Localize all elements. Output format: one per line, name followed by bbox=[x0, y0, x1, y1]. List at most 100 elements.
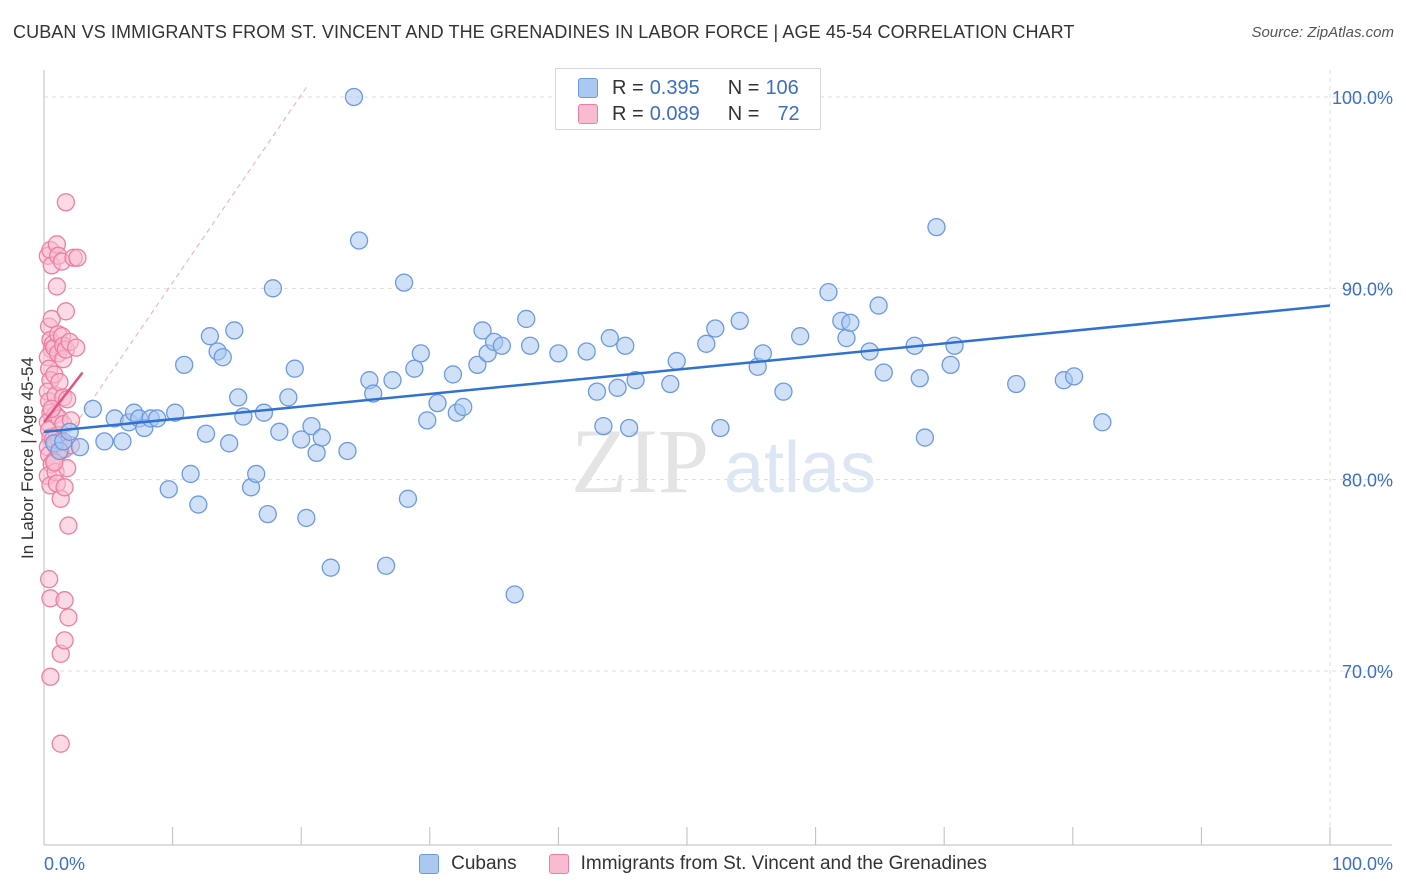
point-st-vincent bbox=[55, 591, 74, 610]
point-cubans bbox=[344, 87, 364, 107]
legend-swatch-blue bbox=[419, 854, 440, 874]
point-cubans bbox=[297, 508, 316, 528]
point-cubans bbox=[270, 422, 289, 441]
point-cubans bbox=[83, 399, 103, 419]
y-tick-label: 70.0% bbox=[1342, 662, 1393, 682]
point-cubans bbox=[411, 344, 430, 363]
point-cubans bbox=[791, 327, 810, 346]
source-label: Source: ZipAtlas.com bbox=[1251, 24, 1394, 41]
point-st-vincent bbox=[56, 302, 76, 321]
point-cubans bbox=[661, 374, 680, 394]
point-cubans bbox=[505, 585, 524, 604]
point-st-vincent bbox=[39, 570, 59, 589]
point-st-vincent bbox=[42, 309, 61, 329]
gridlines bbox=[44, 70, 1392, 845]
point-cubans bbox=[616, 336, 635, 355]
stats-legend: R = 0.395 N = 106 R = 0.089 N = 72 bbox=[555, 68, 821, 130]
point-cubans bbox=[594, 416, 613, 436]
point-cubans bbox=[837, 328, 856, 348]
point-cubans bbox=[753, 344, 773, 363]
series-cubans-points bbox=[45, 87, 1112, 604]
point-cubans bbox=[254, 403, 274, 422]
point-cubans bbox=[587, 382, 607, 401]
point-st-vincent bbox=[68, 248, 87, 267]
point-cubans bbox=[841, 313, 860, 332]
point-cubans bbox=[113, 432, 132, 451]
point-cubans bbox=[398, 489, 418, 508]
point-cubans bbox=[468, 355, 487, 375]
y-tick-label: 90.0% bbox=[1342, 279, 1393, 299]
point-cubans bbox=[517, 309, 536, 329]
series-legend: Cubans Immigrants from St. Vincent and t… bbox=[0, 851, 1406, 877]
point-cubans bbox=[915, 428, 935, 447]
point-cubans bbox=[196, 424, 216, 443]
point-cubans bbox=[229, 388, 248, 407]
point-st-vincent bbox=[59, 608, 78, 627]
point-cubans bbox=[200, 327, 220, 346]
point-cubans bbox=[1007, 374, 1026, 394]
point-cubans bbox=[263, 279, 283, 298]
point-cubans bbox=[874, 363, 893, 382]
point-cubans bbox=[600, 328, 619, 348]
point-cubans bbox=[454, 397, 473, 417]
point-cubans bbox=[520, 336, 540, 355]
point-cubans bbox=[941, 355, 960, 375]
point-cubans bbox=[292, 430, 311, 449]
y-tick-label: 80.0% bbox=[1342, 471, 1393, 491]
legend-r-label: R = bbox=[612, 76, 644, 99]
point-cubans bbox=[279, 388, 298, 407]
point-cubans bbox=[394, 273, 414, 292]
legend-n-label: N = bbox=[727, 76, 760, 99]
point-cubans bbox=[383, 371, 402, 390]
trend-line-st-vincent bbox=[43, 371, 84, 424]
point-cubans bbox=[667, 351, 686, 371]
y-axis-label: In Labor Force | Age 45-54 bbox=[18, 357, 37, 559]
point-cubans bbox=[619, 418, 639, 438]
point-cubans bbox=[338, 441, 357, 461]
x-tick-label: 100.0% bbox=[1332, 854, 1393, 874]
point-st-vincent bbox=[51, 734, 70, 753]
legend-row-cubans: R = 0.395 N = 106 bbox=[578, 76, 799, 100]
point-cubans bbox=[181, 464, 200, 484]
point-cubans bbox=[247, 464, 266, 484]
point-cubans bbox=[258, 504, 277, 524]
point-cubans bbox=[473, 321, 492, 340]
point-cubans bbox=[166, 403, 185, 422]
point-st-vincent bbox=[55, 631, 74, 650]
point-cubans bbox=[492, 336, 511, 355]
watermark-atlas: atlas bbox=[724, 428, 876, 508]
point-cubans bbox=[70, 437, 90, 457]
point-cubans bbox=[945, 336, 964, 355]
trend-line-cubans bbox=[43, 304, 1331, 434]
point-cubans bbox=[189, 495, 208, 514]
point-cubans bbox=[175, 355, 194, 375]
tick-labels: 70.0% 80.0% 90.0% 100.0% 0.0% 100.0% bbox=[44, 88, 1393, 874]
y-tick-label: 100.0% bbox=[1332, 88, 1393, 108]
legend-r-value: 0.395 bbox=[649, 76, 700, 99]
legend-item-cubans[interactable]: Cubans bbox=[419, 853, 517, 875]
point-cubans bbox=[418, 411, 437, 430]
point-cubans bbox=[1064, 367, 1084, 386]
legend-swatch-blue bbox=[578, 78, 598, 98]
watermark-zip: ZIP bbox=[571, 410, 709, 512]
legend-item-st-vincent[interactable]: Immigrants from St. Vincent and the Gren… bbox=[548, 853, 987, 875]
point-cubans bbox=[774, 382, 793, 401]
point-cubans bbox=[148, 409, 167, 428]
legend-n-label: N = bbox=[727, 102, 760, 125]
point-st-vincent bbox=[67, 338, 86, 357]
point-cubans bbox=[706, 319, 725, 338]
point-cubans bbox=[819, 283, 838, 302]
point-cubans bbox=[321, 558, 340, 577]
watermark: ZIP atlas bbox=[571, 410, 876, 512]
chart-title: CUBAN VS IMMIGRANTS FROM ST. VINCENT AND… bbox=[13, 22, 1075, 42]
point-st-vincent bbox=[47, 277, 67, 296]
point-cubans bbox=[697, 334, 716, 353]
point-cubans bbox=[220, 434, 239, 453]
legend-row-st-vincent: R = 0.089 N = 72 bbox=[578, 102, 800, 126]
point-cubans bbox=[285, 359, 304, 378]
point-cubans bbox=[95, 432, 114, 451]
point-cubans bbox=[626, 371, 645, 390]
point-st-vincent bbox=[56, 193, 76, 212]
axes bbox=[43, 70, 1392, 846]
